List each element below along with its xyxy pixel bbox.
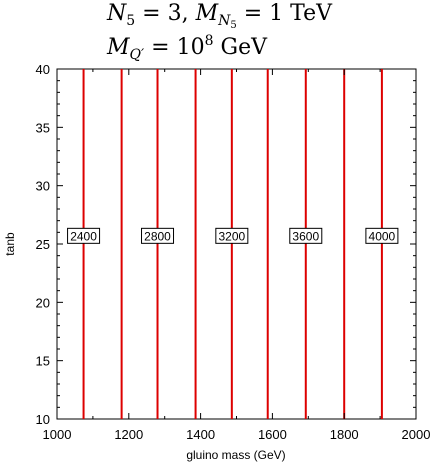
contour-label-4000: 4000 <box>369 229 396 243</box>
y-tick-label: 15 <box>36 354 50 369</box>
x-tick-label: 1800 <box>330 427 359 442</box>
x-tick-label: 1400 <box>186 427 215 442</box>
contour-label-2800: 2800 <box>144 229 171 243</box>
x-axis-title: gluino mass (GeV) <box>186 448 285 462</box>
y-tick-label: 20 <box>36 295 50 310</box>
x-tick-label: 1000 <box>43 427 72 442</box>
x-tick-label: 1200 <box>114 427 143 442</box>
y-tick-label: 25 <box>36 237 50 252</box>
x-axis-ticks: 1000 1200 1400 1600 1800 2000 <box>43 69 431 442</box>
y-tick-label: 40 <box>36 62 50 77</box>
contour-label-2400: 2400 <box>70 229 97 243</box>
y-tick-label: 30 <box>36 179 50 194</box>
contour-label-3200: 3200 <box>218 229 245 243</box>
contour-label-box <box>67 227 101 244</box>
contour-label-box <box>365 227 399 244</box>
y-tick-label: 10 <box>36 412 50 427</box>
contour-label-box <box>289 227 323 244</box>
y-axis-ticks: 10 15 20 25 30 35 40 <box>36 62 416 427</box>
contour-lines <box>82 69 383 419</box>
plot-frame <box>56 68 417 420</box>
contour-label-box <box>215 227 249 244</box>
x-tick-label: 2000 <box>402 427 431 442</box>
contour-label-3600: 3600 <box>292 229 319 243</box>
contour-labels: 2400 2800 3200 3600 4000 <box>67 227 399 244</box>
x-tick-label: 1600 <box>258 427 287 442</box>
header-line-2: MQ′ = 108 GeV <box>106 33 268 63</box>
contour-label-box <box>141 227 175 244</box>
header-line-1: N5 = 3, MN5 = 1 TeV <box>106 1 333 31</box>
chart-header: N5 = 3, MN5 = 1 TeV MQ′ = 108 GeV <box>106 1 333 63</box>
y-axis-title: tanb <box>3 232 17 256</box>
y-tick-label: 35 <box>36 120 50 135</box>
